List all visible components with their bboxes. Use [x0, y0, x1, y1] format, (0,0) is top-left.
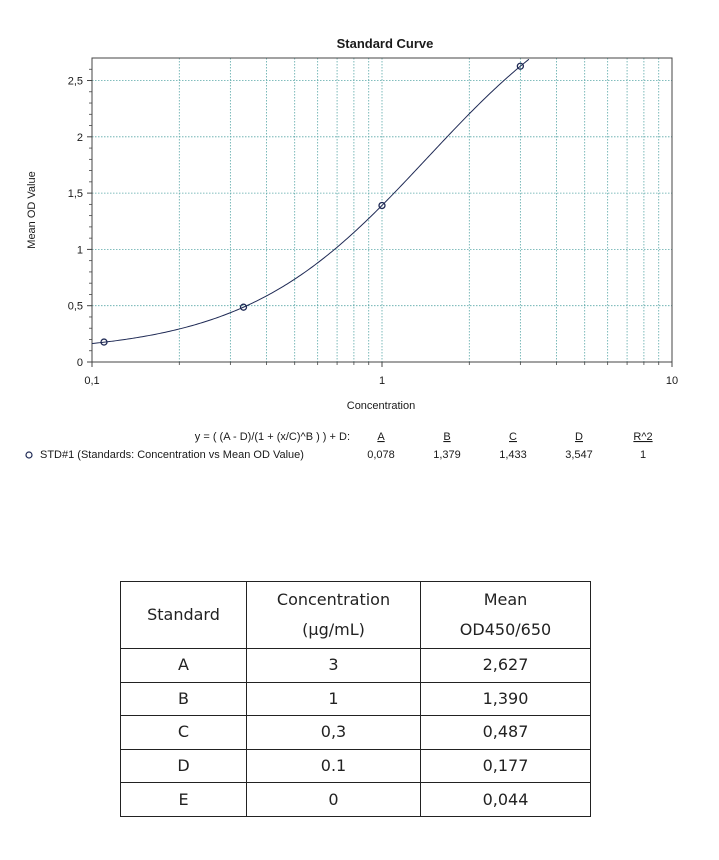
- chart-title: Standard Curve: [337, 36, 434, 51]
- fit-param-value: 1: [640, 449, 646, 461]
- y-tick-label: 0: [77, 357, 83, 369]
- header-concentration: Concentration (µg/mL): [246, 581, 421, 649]
- cell-standard: B: [120, 681, 247, 717]
- x-tick-label: 1: [379, 375, 385, 387]
- legend-series-label: STD#1 (Standards: Concentration vs Mean …: [40, 449, 304, 461]
- fit-param-header: C: [509, 431, 517, 443]
- cell-standard: E: [120, 782, 247, 817]
- table-row: C 0,3 0,487: [120, 715, 591, 750]
- fit-param-value: 1,379: [433, 449, 461, 461]
- cell-mean-od: 1,390: [420, 681, 591, 717]
- data-point: [239, 303, 248, 311]
- table-row: B 1 1,390: [120, 681, 591, 717]
- fit-curve-path: [91, 58, 530, 345]
- y-tick-label: 1: [77, 244, 83, 256]
- cell-concentration: 1: [246, 681, 421, 717]
- legend-marker: [25, 451, 33, 459]
- cell-standard: A: [120, 648, 247, 683]
- cell-mean-od: 0,177: [420, 748, 591, 784]
- standards-table: Standard Concentration (µg/mL) Mean OD450/…: [120, 581, 591, 817]
- fit-param-header: R^2: [633, 431, 652, 443]
- cell-concentration: 0: [246, 782, 421, 817]
- x-tick-label: 10: [666, 375, 678, 387]
- fit-param-value: 3,547: [565, 449, 593, 461]
- cell-mean-od: 2,627: [420, 648, 591, 683]
- y-tick-label: 0,5: [68, 301, 83, 313]
- tick-labels: 0 0,5 1 1,5 2 2,5 0,1 1 10: [68, 76, 678, 387]
- fit-param-header: A: [377, 431, 385, 443]
- fit-param-value: 1,433: [499, 449, 527, 461]
- fit-param-header: D: [575, 431, 583, 443]
- standard-curve-chart: Standard Curve 0 0,5 1 1,5 2 2,5 0,1 1 10 Concen…: [25, 36, 678, 461]
- data-points: [100, 62, 525, 346]
- fit-curve: [91, 58, 530, 345]
- cell-mean-od: 0,044: [420, 782, 591, 817]
- y-tick-label: 2,5: [68, 76, 83, 88]
- y-tick-label: 1,5: [68, 188, 83, 200]
- cell-concentration: 3: [246, 648, 421, 683]
- grid-lines: [92, 58, 672, 362]
- cell-standard: C: [120, 715, 247, 750]
- x-axis-label: Concentration: [347, 400, 416, 412]
- cell-mean-od: 0,487: [420, 715, 591, 750]
- axes: [87, 57, 673, 367]
- table-row: A 3 2,627: [120, 648, 591, 683]
- data-point: [378, 201, 386, 210]
- y-tick-label: 2: [77, 132, 83, 144]
- cell-concentration: 0.1: [246, 748, 421, 784]
- fit-param-header: B: [443, 431, 450, 443]
- y-axis-label: Mean OD Value: [26, 171, 38, 248]
- header-standard: Standard: [120, 581, 247, 649]
- fit-param-value: 0,078: [367, 449, 395, 461]
- table-header-row: Standard Concentration (µg/mL) Mean OD450/…: [120, 581, 591, 649]
- table-row: E 0 0,044: [120, 782, 591, 817]
- cell-concentration: 0,3: [246, 715, 421, 750]
- x-tick-label: 0,1: [84, 375, 99, 387]
- header-mean-od: Mean OD450/650: [420, 581, 591, 649]
- data-point: [516, 62, 525, 70]
- table-row: D 0.1 0,177: [120, 748, 591, 784]
- cell-standard: D: [120, 748, 247, 784]
- fit-parameters: A 0,078 B 1,379 C 1,433 D 3,547 R^2 1: [367, 431, 652, 461]
- fit-equation: y = ( (A - D)/(1 + (x/C)^B ) ) + D:: [195, 431, 350, 443]
- data-point: [100, 338, 108, 346]
- legend: y = ( (A - D)/(1 + (x/C)^B ) ) + D: STD#…: [25, 431, 653, 461]
